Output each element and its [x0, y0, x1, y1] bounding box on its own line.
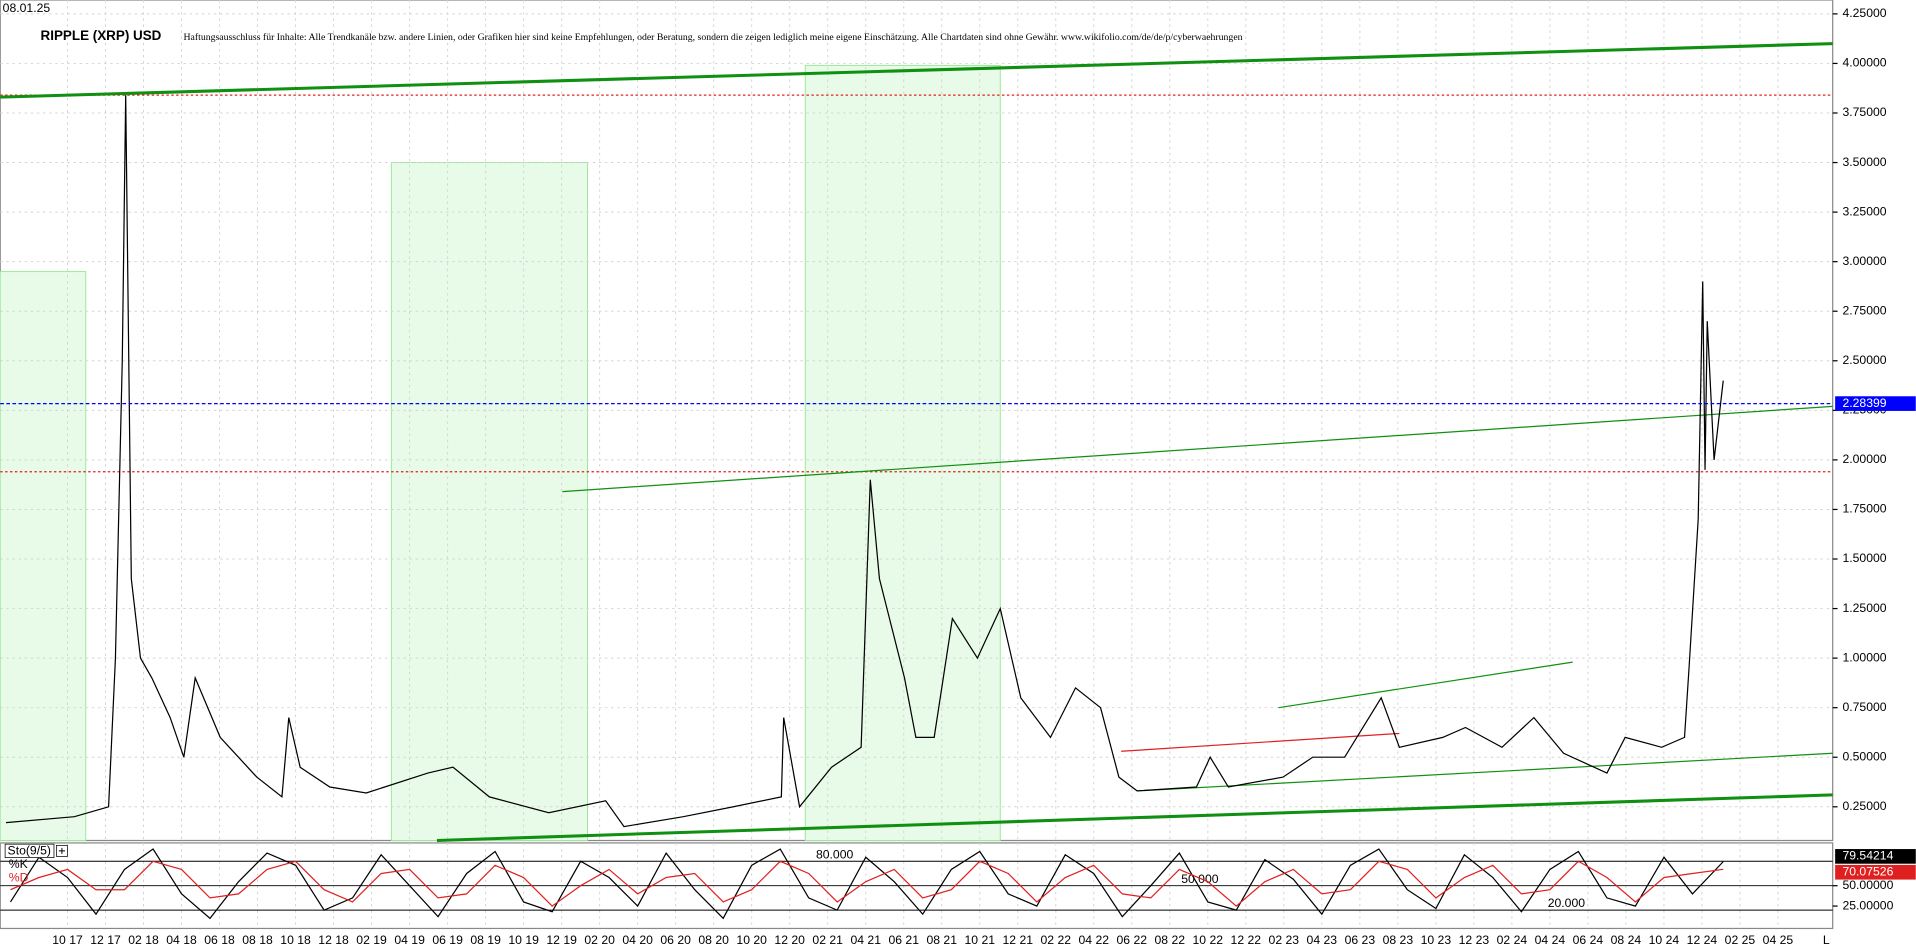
x-tick-label: 10 20 — [736, 933, 767, 947]
x-tick-label: 12 20 — [774, 933, 805, 947]
x-tick-label: 08 18 — [242, 933, 273, 947]
zone — [390, 162, 588, 841]
y-tick-label: 0.50000 — [1842, 749, 1886, 763]
last-label: 79.54214 — [1842, 849, 1893, 863]
y-tick-label: 25.00000 — [1842, 898, 1893, 912]
y-tick-label: 1.50000 — [1842, 551, 1886, 565]
trend-line — [0, 42, 1833, 99]
x-tick-label: 04 25 — [1763, 933, 1794, 947]
y-tick-label: 0.25000 — [1842, 799, 1886, 813]
trend-line — [436, 793, 1833, 843]
x-tick-label: 12 24 — [1687, 933, 1718, 947]
x-tick-label: 02 21 — [812, 933, 843, 947]
x-tick-label: 08 20 — [698, 933, 729, 947]
y-tick-label: 3.25000 — [1842, 204, 1886, 218]
x-tick-label: 10 21 — [964, 933, 995, 947]
y-tick-label: 2.00000 — [1842, 452, 1886, 466]
x-tick-label: 08 23 — [1383, 933, 1414, 947]
stoch-line — [9, 848, 1724, 920]
x-tick-label: 06 19 — [432, 933, 463, 947]
chart-title: RIPPLE (XRP) USD — [41, 28, 162, 43]
x-tick-label: 02 19 — [356, 933, 387, 947]
legend-label: %D — [9, 871, 29, 885]
x-tick-label: 12 18 — [318, 933, 349, 947]
x-tick-label: 10 19 — [508, 933, 539, 947]
x-tick-label: 10 18 — [280, 933, 311, 947]
level-label: 20.000 — [1548, 896, 1586, 910]
x-tick-label: 04 23 — [1307, 933, 1338, 947]
x-tick-label: 12 17 — [90, 933, 121, 947]
x-tick-label: 08 24 — [1611, 933, 1642, 947]
x-tick-label: 12 21 — [1002, 933, 1033, 947]
x-tick-label: 04 21 — [850, 933, 881, 947]
x-tick-label: 04 19 — [394, 933, 425, 947]
x-tick-label: 02 18 — [128, 933, 159, 947]
last-box — [1835, 864, 1916, 880]
zone — [804, 64, 1001, 841]
stoch-toggle-icon — [58, 847, 65, 854]
x-tick-label: 10 22 — [1193, 933, 1224, 947]
stoch-line — [10, 860, 1724, 907]
y-tick-label: 2.50000 — [1842, 353, 1886, 367]
x-tick-label: 08 22 — [1155, 933, 1186, 947]
x-tick-label: 02 24 — [1497, 933, 1528, 947]
y-tick-label: 4.00000 — [1842, 56, 1886, 70]
corner-label: L — [1823, 933, 1830, 947]
trend-line — [1137, 752, 1833, 792]
trend-line — [562, 405, 1833, 493]
stoch-title: Sto(9/5) — [8, 844, 51, 858]
x-tick-label: 08 21 — [926, 933, 957, 947]
y-tick-label: 3.75000 — [1842, 105, 1886, 119]
legend-label: %K — [9, 857, 28, 871]
x-tick-label: 10 17 — [52, 933, 83, 947]
y-tick-label: 2.75000 — [1842, 303, 1886, 317]
last-label: 70.07526 — [1842, 864, 1893, 878]
x-tick-label: 12 22 — [1231, 933, 1262, 947]
level-label: 80.000 — [816, 847, 854, 861]
y-tick-label: 1.75000 — [1842, 502, 1886, 516]
x-tick-label: 02 25 — [1725, 933, 1756, 947]
x-tick-label: 04 22 — [1079, 933, 1110, 947]
current-box — [1835, 396, 1916, 411]
x-tick-label: 04 24 — [1535, 933, 1566, 947]
x-tick-label: 06 24 — [1573, 933, 1604, 947]
date: 08.01.25 — [3, 1, 51, 15]
disclaimer: Haftungsausschluss für Inhalte: Alle Tre… — [183, 32, 1242, 43]
x-tick-label: 06 23 — [1345, 933, 1376, 947]
trend-line — [1278, 661, 1573, 709]
x-tick-label: 06 21 — [888, 933, 919, 947]
last-box — [1835, 849, 1916, 864]
x-tick-label: 02 20 — [584, 933, 615, 947]
y-tick-label: 4.25000 — [1842, 6, 1886, 20]
x-tick-label: 12 19 — [546, 933, 577, 947]
current-label: 2.28399 — [1842, 396, 1886, 410]
trend-line — [1121, 732, 1400, 752]
price-line — [5, 95, 1724, 828]
x-tick-label: 04 18 — [166, 933, 197, 947]
y-tick-label: 3.50000 — [1842, 155, 1886, 169]
x-tick-label: 06 18 — [204, 933, 235, 947]
x-tick-label: 02 22 — [1040, 933, 1071, 947]
stoch-title-box — [4, 843, 55, 858]
y-tick-label: 50.00000 — [1842, 878, 1893, 892]
x-tick-label: 10 24 — [1649, 933, 1680, 947]
y-tick-label: 1.25000 — [1842, 601, 1886, 615]
x-tick-label: 02 23 — [1269, 933, 1300, 947]
x-tick-label: 10 23 — [1421, 933, 1452, 947]
y-tick-label: 1.00000 — [1842, 650, 1886, 664]
x-tick-label: 06 22 — [1117, 933, 1148, 947]
y-tick-label: 0.75000 — [1842, 700, 1886, 714]
x-tick-label: 12 23 — [1459, 933, 1490, 947]
zone — [0, 271, 87, 841]
y-tick-label: 3.00000 — [1842, 254, 1886, 268]
x-tick-label: 08 19 — [470, 933, 501, 947]
x-tick-label: 04 20 — [622, 933, 653, 947]
x-tick-label: 06 20 — [660, 933, 691, 947]
